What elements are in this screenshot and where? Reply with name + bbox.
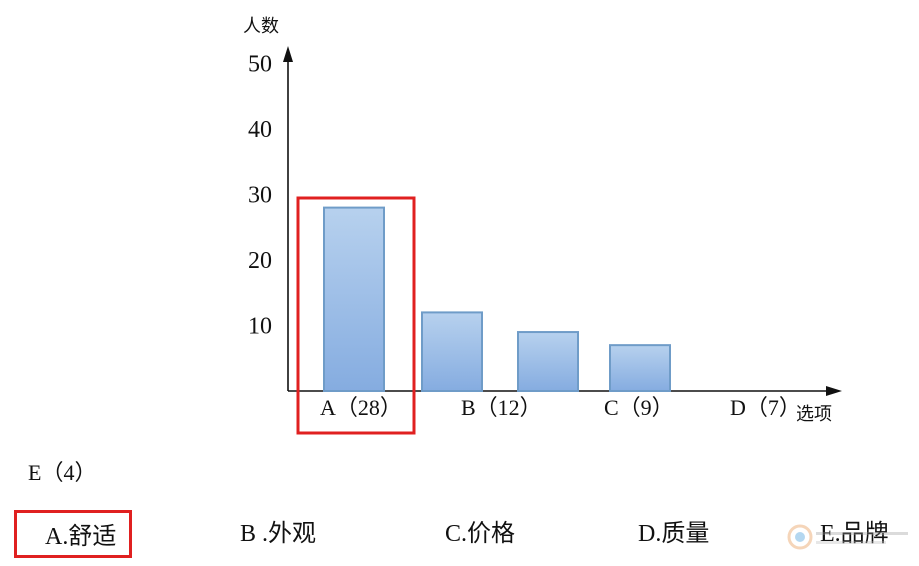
y-tick-label: 10: [248, 314, 272, 340]
bar: [609, 344, 671, 392]
x-axis-arrow: [826, 386, 842, 396]
y-axis-arrow: [283, 46, 293, 62]
highlight-box: [296, 196, 416, 435]
bars: [323, 206, 671, 392]
y-tick-label: 40: [248, 117, 272, 143]
y-tick-labels: 10 20 30 40 50: [248, 52, 272, 340]
option-e[interactable]: E.品牌: [820, 521, 889, 547]
category-label-e: E（4）: [28, 460, 97, 485]
x-tick-labels: A（28） B（12） C（9） D（7）: [320, 395, 801, 420]
bar: [421, 311, 483, 392]
option-c[interactable]: C.价格: [445, 521, 516, 547]
x-tick-label: A（28）: [320, 395, 402, 420]
option-d[interactable]: D.质量: [638, 521, 710, 547]
bar: [323, 206, 385, 392]
option-a[interactable]: A.舒适: [14, 510, 132, 558]
x-tick-label: B（12）: [461, 395, 542, 420]
bar-chart: 10 20 30 40 50 A（28） B（12） C（9） D（7） 人数 选项: [243, 16, 842, 435]
y-tick-label: 20: [248, 248, 272, 274]
x-tick-label: C（9）: [604, 395, 674, 420]
y-axis-label: 人数: [243, 16, 279, 37]
y-tick-label: 30: [248, 183, 272, 209]
bar: [517, 331, 579, 392]
x-axis-label: 选项: [796, 404, 832, 425]
x-tick-label: D（7）: [730, 395, 801, 420]
answer-options: A.舒适 B .外观 C.价格 D.质量 E.品牌: [0, 510, 919, 560]
option-b[interactable]: B .外观: [240, 521, 317, 547]
watermark-logo: [787, 524, 908, 550]
y-tick-label: 50: [248, 52, 272, 78]
